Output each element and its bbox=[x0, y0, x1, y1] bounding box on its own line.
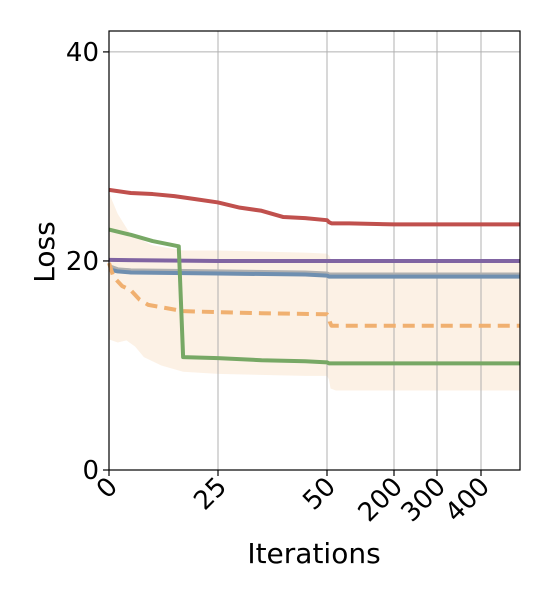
series-line-0 bbox=[108, 187, 520, 227]
confidence-band bbox=[109, 193, 520, 391]
x-tick-label-2: 50 bbox=[297, 472, 342, 517]
series-line-4 bbox=[107, 262, 520, 328]
x-tick-label-4: 300 bbox=[396, 472, 452, 528]
x-tick-label-3: 200 bbox=[353, 472, 409, 528]
confidence-band-layer bbox=[109, 193, 520, 391]
y-tick-label-1: 20 bbox=[66, 247, 99, 277]
plot-frame bbox=[108, 30, 521, 471]
x-axis-label: Iterations bbox=[247, 537, 380, 570]
series-line-5 bbox=[108, 227, 520, 366]
series-layer bbox=[107, 187, 520, 366]
series-line-3 bbox=[108, 267, 520, 279]
y-tick-label-2: 40 bbox=[66, 38, 99, 68]
y-tick-label-0: 0 bbox=[82, 456, 99, 486]
series-line-2 bbox=[108, 264, 520, 277]
series-line-1 bbox=[108, 257, 520, 263]
y-axis-label: Loss bbox=[28, 221, 61, 282]
x-tick-label-1: 25 bbox=[188, 472, 233, 517]
x-tick-label-5: 400 bbox=[440, 472, 496, 528]
